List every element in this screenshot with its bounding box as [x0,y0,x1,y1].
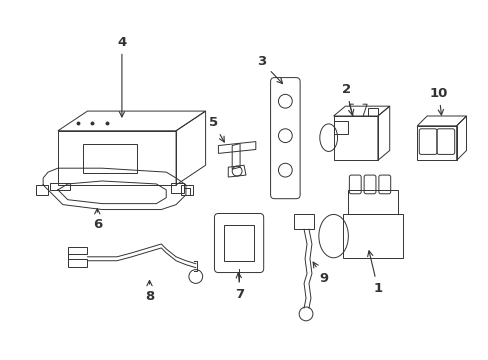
Text: 3: 3 [257,55,282,84]
Text: 9: 9 [312,262,327,285]
Text: 10: 10 [429,87,447,115]
Text: 5: 5 [208,116,224,142]
Text: 6: 6 [93,209,102,231]
Text: 8: 8 [144,280,154,303]
Text: 1: 1 [367,251,382,295]
Text: 4: 4 [117,36,126,117]
Text: 7: 7 [235,273,244,301]
Text: 2: 2 [341,83,353,115]
